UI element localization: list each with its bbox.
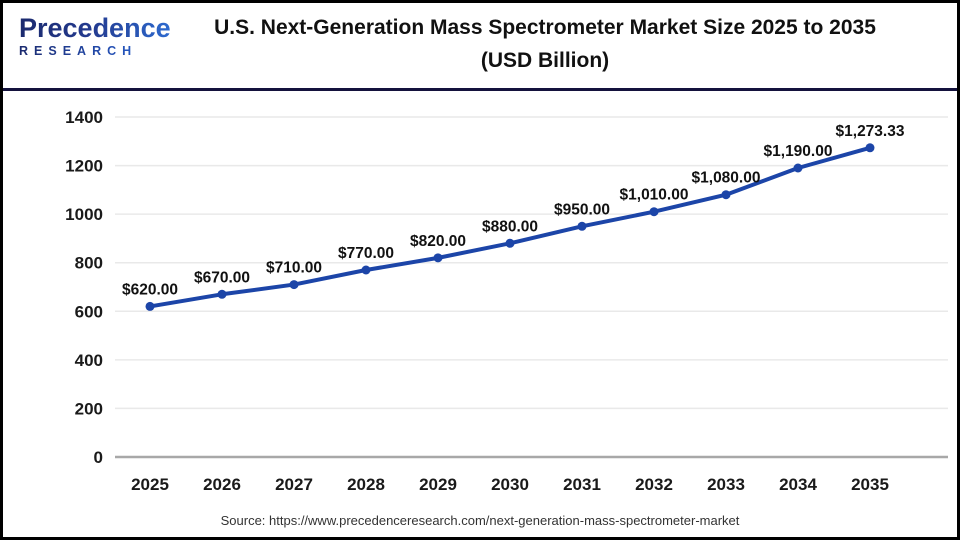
brand-wordmark: Precedence — [19, 14, 179, 43]
data-point — [577, 221, 587, 231]
x-tick-label: 2029 — [419, 475, 457, 494]
x-tick-label: 2031 — [563, 475, 601, 494]
data-point-label: $1,080.00 — [692, 170, 761, 187]
data-point — [721, 190, 731, 200]
brand-tagline: RESEARCH — [19, 44, 179, 58]
y-tick-label: 800 — [75, 254, 103, 273]
data-point-label: $820.00 — [410, 233, 466, 250]
data-point — [865, 143, 875, 153]
y-tick-label: 1200 — [65, 157, 103, 176]
data-point — [793, 163, 803, 173]
x-tick-label: 2028 — [347, 475, 385, 494]
page-title: U.S. Next-Generation Mass Spectrometer M… — [133, 12, 957, 77]
data-point-label: $1,190.00 — [764, 143, 833, 160]
data-point-label: $670.00 — [194, 269, 250, 286]
data-point-label: $770.00 — [338, 245, 394, 262]
chart-title: U.S. Next-Generation Mass Spectrometer M… — [214, 16, 876, 39]
brand-logo: Precedence RESEARCH — [19, 14, 179, 59]
source-caption: Source: https://www.precedenceresearch.c… — [220, 513, 740, 528]
x-tick-label: 2027 — [275, 475, 313, 494]
x-tick-label: 2035 — [851, 475, 889, 494]
x-tick-label: 2033 — [707, 475, 745, 494]
data-point-label: $620.00 — [122, 281, 178, 298]
x-tick-label: 2032 — [635, 475, 673, 494]
data-point-label: $880.00 — [482, 218, 538, 235]
y-tick-label: 200 — [75, 399, 103, 418]
data-point — [505, 238, 515, 248]
data-point — [649, 207, 659, 217]
data-point — [145, 301, 155, 311]
data-point-label: $710.00 — [266, 260, 322, 277]
header: Precedence RESEARCH U.S. Next-Generation… — [3, 3, 957, 91]
y-tick-label: 0 — [94, 448, 103, 467]
line-chart: 0 200 400 600 800 1000 1200 1400 2025 2026 2027 202… — [65, 108, 948, 494]
x-tick-label: 2034 — [779, 475, 817, 494]
y-tick-label: 400 — [75, 351, 103, 370]
data-point-label: $1,273.33 — [836, 123, 905, 140]
data-point — [289, 280, 299, 290]
data-point — [217, 289, 227, 299]
chart-subtitle: (USD Billion) — [480, 48, 610, 72]
x-tick-label: 2030 — [491, 475, 529, 494]
y-tick-label: 1000 — [65, 205, 103, 224]
data-point — [361, 265, 371, 275]
data-point — [433, 253, 443, 263]
data-point-label: $1,010.00 — [620, 187, 689, 204]
y-tick-label: 1400 — [65, 108, 103, 127]
y-tick-label: 600 — [75, 302, 103, 321]
x-tick-label: 2025 — [131, 475, 169, 494]
data-point-label: $950.00 — [554, 201, 610, 218]
x-tick-label: 2026 — [203, 475, 241, 494]
